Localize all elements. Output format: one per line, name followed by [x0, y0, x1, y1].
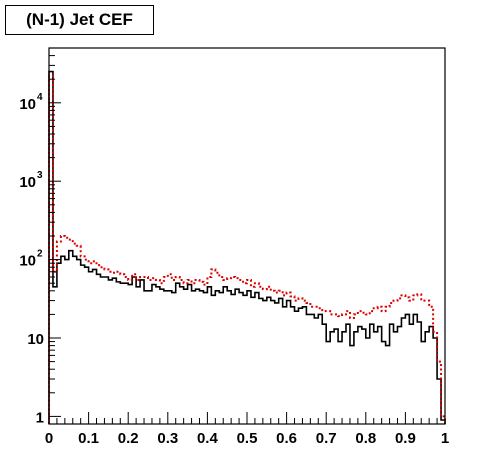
plot-frame: [48, 47, 446, 425]
series-layer: [48, 70, 446, 424]
y-tick-label: 1: [36, 409, 44, 426]
x-tick-label: 0.2: [118, 430, 139, 447]
histogram-series-2: [48, 74, 446, 424]
y-tick-exponent: 3: [37, 170, 43, 181]
y-tick-exponent: 2: [37, 249, 43, 260]
y-tick-exponent: 4: [37, 92, 43, 103]
x-tick-label: 0: [45, 430, 53, 447]
x-tick-label: 0.1: [78, 430, 99, 447]
y-tick-label: 10: [19, 96, 36, 113]
x-tick-label: 0.5: [237, 430, 258, 447]
y-tick-label: 10: [27, 331, 44, 348]
histogram-series-1: [48, 70, 446, 424]
x-tick-label: 0.6: [276, 430, 297, 447]
x-tick-label: 0.8: [355, 430, 376, 447]
x-tick-label: 0.9: [395, 430, 416, 447]
x-tick-label: 1: [441, 430, 449, 447]
x-tick-label: 0.4: [197, 430, 219, 447]
y-tick-label: 10: [19, 253, 36, 270]
x-tick-label: 0.7: [316, 430, 337, 447]
chart-title: (N-1) Jet CEF: [5, 5, 154, 35]
y-tick-label: 10: [19, 174, 36, 191]
x-tick-label: 0.3: [157, 430, 178, 447]
